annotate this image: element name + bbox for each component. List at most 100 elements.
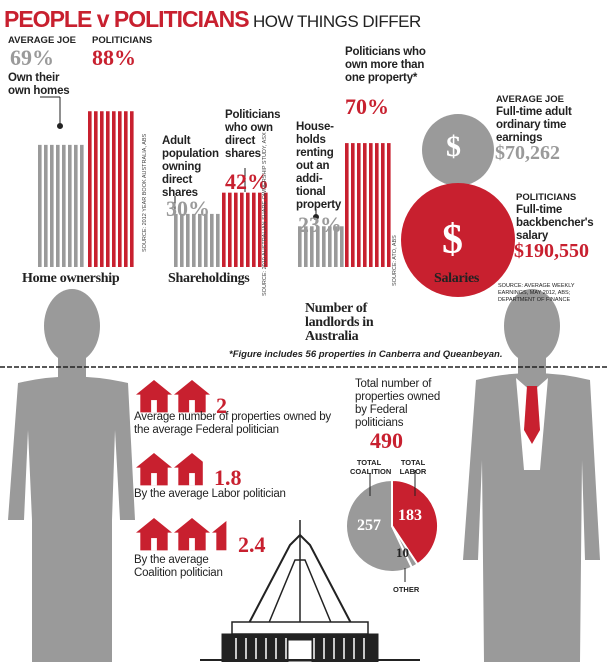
labor-value: 1.8	[214, 465, 242, 490]
house-icon	[174, 453, 203, 486]
landlords-source: SOURCE: ATO, ABS	[392, 235, 398, 286]
bar-shareholdings-joe	[198, 213, 202, 267]
bar-home-ownership-joe	[68, 144, 72, 267]
federal-desc: Average number of properties owned by th…	[134, 411, 331, 436]
pie-label-labor: TOTAL LABOR	[399, 458, 427, 476]
bar-shareholdings-politicians	[228, 192, 232, 267]
shares-joe-value: 30%	[166, 196, 210, 221]
politician-figure	[463, 289, 600, 662]
pie-value-other: 10	[396, 545, 409, 560]
shares-source: SOURCE: 2010 AUSTRALIAN SHARE OWNERSHIP …	[262, 132, 268, 296]
bar-shareholdings-politicians	[264, 192, 268, 267]
bar-shareholdings-politicians	[234, 192, 238, 267]
home-joe-label: AVERAGE JOE	[8, 35, 76, 46]
salary-source: SOURCE: AVERAGE WEEKLY EARNINGS, MAY 201…	[498, 283, 575, 303]
bar-number-of-landlords-in-australia-politicians	[381, 143, 385, 267]
house-icon	[136, 380, 172, 413]
pie-slice-total-coalition	[345, 478, 414, 573]
bar-shareholdings-joe	[204, 213, 208, 267]
page-title: PEOPLE v POLITICIANS HOW THINGS DIFFER	[4, 6, 421, 33]
landlords-joe-value: 23%	[298, 212, 342, 237]
title-sub: HOW THINGS DIFFER	[253, 12, 421, 31]
bar-shareholdings-joe	[174, 213, 178, 267]
dollar-icon-joe: $	[446, 130, 461, 163]
bar-home-ownership-joe	[62, 144, 66, 267]
pie-pointers	[369, 470, 416, 582]
house-icon	[174, 380, 210, 413]
bar-number-of-landlords-in-australia-joe	[316, 226, 320, 267]
bar-number-of-landlords-in-australia-joe	[340, 226, 344, 267]
salary-pol-label: POLITICIANS	[516, 192, 577, 203]
pie-slice-other	[391, 525, 419, 569]
bar-home-ownership-politicians	[130, 111, 134, 268]
bar-shareholdings-politicians	[258, 192, 262, 267]
bar-home-ownership-joe	[56, 144, 60, 267]
landlords-category: Number of landlords in Australia	[305, 301, 374, 344]
bar-number-of-landlords-in-australia-joe	[328, 226, 332, 267]
shares-pol-desc: Politicians who own direct shares	[225, 109, 281, 160]
home-category: Home ownership	[22, 271, 120, 286]
bar-number-of-landlords-in-australia-politicians	[369, 143, 373, 267]
bar-shareholdings-joe	[216, 213, 220, 267]
joe-salary-circle	[422, 114, 494, 186]
bar-number-of-landlords-in-australia-politicians	[351, 143, 355, 267]
bar-shareholdings-politicians	[252, 192, 256, 267]
bar-number-of-landlords-in-australia-joe	[304, 226, 308, 267]
bar-shareholdings-joe	[180, 213, 184, 267]
pie-label-other: OTHER	[393, 585, 420, 594]
house-icon	[136, 518, 172, 551]
house-icons	[136, 380, 227, 551]
bar-home-ownership-joe	[74, 144, 78, 267]
total-properties-desc: Total number of properties owned by Fede…	[355, 378, 441, 429]
bar-number-of-landlords-in-australia-politicians	[375, 143, 379, 267]
bar-home-ownership-joe	[38, 144, 42, 267]
house-icon	[136, 453, 172, 486]
shares-joe-desc: Adult population owning direct shares	[162, 135, 219, 199]
pie-value-labor: 183	[398, 507, 422, 524]
bar-home-ownership-joe	[44, 144, 48, 267]
coalition-desc: By the average Coalition politician	[134, 554, 223, 579]
salary-pol-value: $190,550	[514, 240, 589, 262]
salary-joe-value: $70,262	[495, 142, 560, 164]
home-pol-value: 88%	[92, 45, 136, 70]
labor-desc: By the average Labor politician	[134, 488, 286, 500]
home-joe-value: 69%	[10, 45, 54, 70]
title-main: PEOPLE v POLITICIANS	[4, 6, 250, 32]
salary-joe-label: AVERAGE JOE	[496, 94, 564, 105]
bar-shareholdings-politicians	[246, 192, 250, 267]
bar-home-ownership-politicians	[88, 111, 92, 268]
bar-home-ownership-politicians	[94, 111, 98, 268]
landlords-pol-desc: Politicians who own more than one proper…	[345, 46, 426, 84]
parliament-house-drawing	[200, 520, 420, 662]
bar-home-ownership-politicians	[112, 111, 116, 268]
bar-number-of-landlords-in-australia-politicians	[357, 143, 361, 267]
federal-value: 2	[216, 393, 227, 418]
bar-shareholdings-joe	[192, 213, 196, 267]
bar-charts	[38, 111, 391, 268]
bar-number-of-landlords-in-australia-joe	[298, 226, 302, 267]
bar-shareholdings-joe	[210, 213, 214, 267]
landlords-pol-value: 70%	[345, 94, 389, 119]
average-joe-figure	[8, 289, 135, 662]
salary-joe-desc: Full-time adult ordinary time earnings	[496, 106, 572, 144]
bar-number-of-landlords-in-australia-joe	[334, 226, 338, 267]
home-desc: Own their own homes	[8, 72, 70, 97]
politician-salary-circle	[401, 183, 515, 297]
coalition-value: 2.4	[238, 532, 266, 557]
bar-shareholdings-politicians	[240, 192, 244, 267]
total-properties-value: 490	[370, 428, 403, 453]
bar-home-ownership-joe	[50, 144, 54, 267]
bar-home-ownership-politicians	[106, 111, 110, 268]
bar-home-ownership-politicians	[100, 111, 104, 268]
bar-shareholdings-politicians	[222, 192, 226, 267]
shares-pol-value: 42%	[225, 169, 269, 194]
landlords-joe-desc: House-holds renting out an addi-tional p…	[296, 121, 342, 211]
properties-pie-chart	[345, 478, 439, 573]
bar-home-ownership-joe	[80, 144, 84, 267]
pie-value-coalition: 257	[357, 517, 381, 534]
bar-shareholdings-joe	[186, 213, 190, 267]
bar-number-of-landlords-in-australia-politicians	[363, 143, 367, 267]
dollar-icon-pol: $	[442, 217, 463, 263]
bar-number-of-landlords-in-australia-joe	[310, 226, 314, 267]
